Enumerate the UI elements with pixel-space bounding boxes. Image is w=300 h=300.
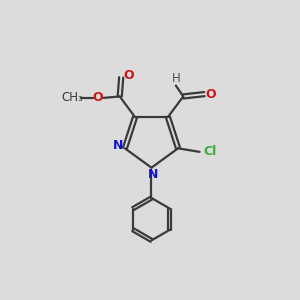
Text: N: N [148, 168, 158, 181]
Text: O: O [123, 69, 134, 82]
Text: CH₃: CH₃ [62, 92, 83, 104]
Text: Cl: Cl [203, 146, 216, 158]
Text: O: O [206, 88, 216, 100]
Text: H: H [172, 72, 180, 85]
Text: O: O [92, 92, 103, 104]
Text: N: N [113, 140, 124, 152]
